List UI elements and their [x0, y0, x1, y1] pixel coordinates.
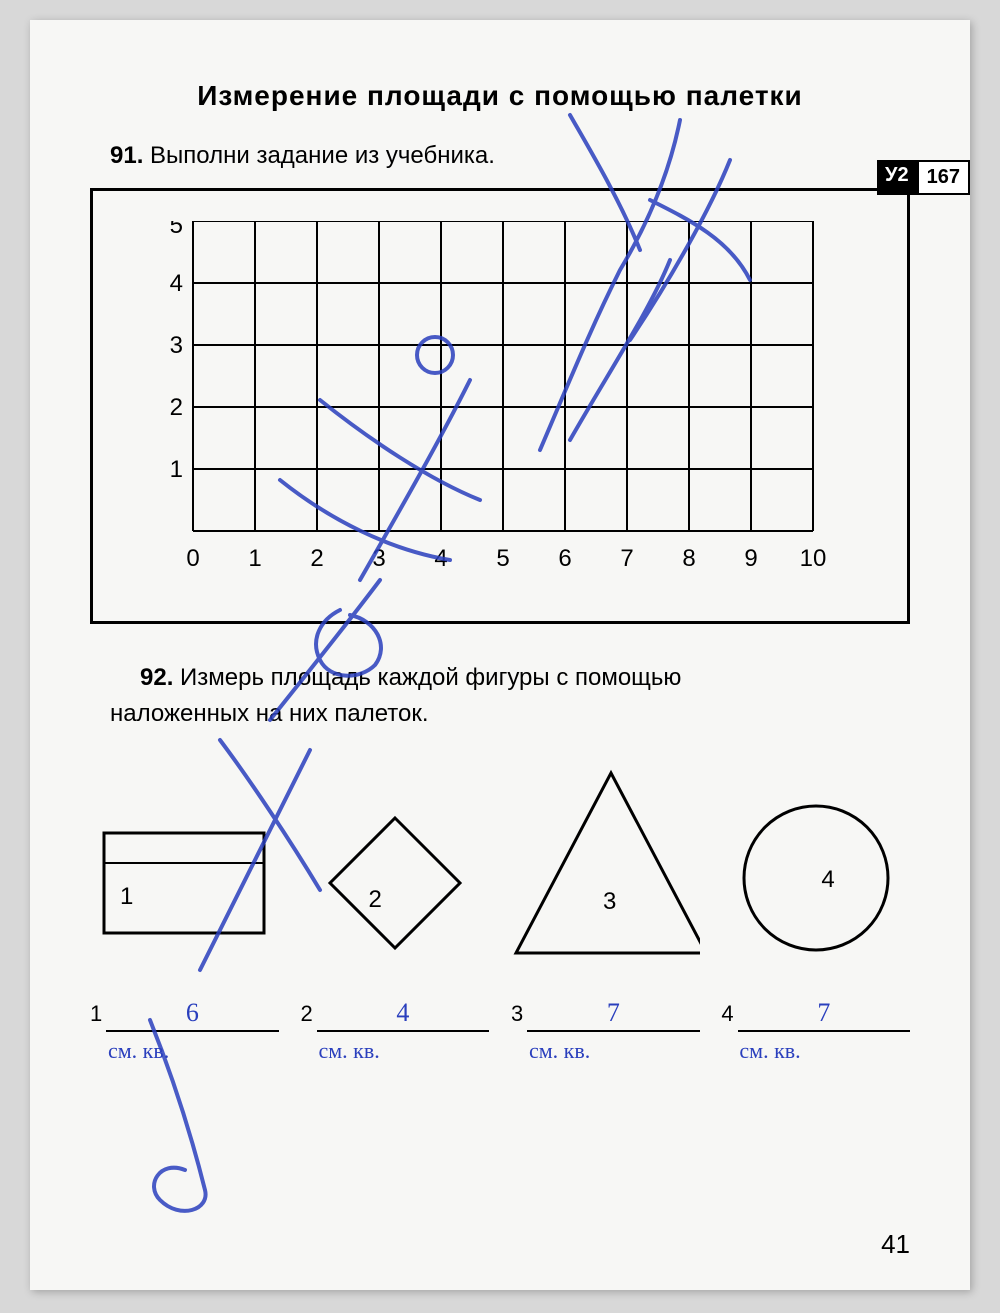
answer-1-value: 6 [106, 998, 278, 1032]
task-92: 92. Измерь площадь каждой фигуры с помощ… [110, 664, 890, 692]
answer-4-value: 7 [738, 998, 910, 1032]
x-label-9: 9 [744, 545, 757, 572]
unit-2: см. кв. [300, 1038, 489, 1064]
y-label-2: 2 [170, 394, 183, 421]
answer-4: 4 7 [721, 998, 910, 1032]
answer-3-value: 7 [527, 998, 699, 1032]
x-label-0: 0 [186, 545, 199, 572]
shapes-row: 1 2 3 4 [90, 758, 910, 958]
x-label-3: 3 [372, 545, 385, 572]
y-label-1: 1 [170, 456, 183, 483]
y-label-3: 3 [170, 332, 183, 359]
answer-2-num: 2 [300, 1001, 312, 1027]
task-91-num: 91. [110, 142, 143, 169]
answer-4-num: 4 [721, 1001, 733, 1027]
unit-3: см. кв. [511, 1038, 700, 1064]
page-number: 41 [881, 1229, 910, 1260]
x-label-1: 1 [248, 545, 261, 572]
answers-row: 1 6 2 4 3 7 4 7 [90, 998, 910, 1032]
shape-2-label: 2 [368, 886, 381, 914]
units-row: см. кв. см. кв. см. кв. см. кв. [90, 1038, 910, 1064]
shape-1-cell: 1 [90, 808, 279, 958]
shape-3-cell: 3 [511, 768, 700, 958]
x-label-4: 4 [434, 545, 447, 572]
task-91-text: Выполни задание из учебника. [150, 142, 495, 169]
answer-3: 3 7 [511, 998, 700, 1032]
task-92-text-1: Измерь площадь каждой фигуры с помощью [180, 664, 681, 691]
unit-1: см. кв. [90, 1038, 279, 1064]
coordinate-grid: 1 2 3 4 5 0 1 2 3 4 5 6 7 8 9 10 [143, 221, 863, 581]
x-label-6: 6 [558, 545, 571, 572]
badge-right: 167 [917, 160, 970, 195]
answer-1-num: 1 [90, 1001, 102, 1027]
shape-3-label: 3 [603, 888, 616, 916]
x-label-8: 8 [682, 545, 695, 572]
answer-3-num: 3 [511, 1001, 523, 1027]
task-92-line2: наложенных на них палеток. [110, 700, 890, 728]
unit-4: см. кв. [721, 1038, 910, 1064]
shape-circle [736, 798, 896, 958]
answer-2: 2 4 [300, 998, 489, 1032]
shape-4-cell: 4 [721, 798, 910, 958]
workbook-page: Измерение площади с помощью палетки У2 1… [30, 20, 970, 1290]
answer-1: 1 6 [90, 998, 279, 1032]
shape-1-label: 1 [120, 883, 133, 911]
shape-4-label: 4 [821, 866, 834, 894]
page-title: Измерение площади с помощью палетки [90, 80, 910, 112]
x-label-2: 2 [310, 545, 323, 572]
answer-2-value: 4 [317, 998, 489, 1032]
x-label-5: 5 [496, 545, 509, 572]
shape-triangle [511, 768, 700, 958]
task-92-num: 92. [140, 664, 173, 691]
x-label-10: 10 [800, 545, 827, 572]
y-label-4: 4 [170, 270, 183, 297]
shape-2-cell: 2 [300, 808, 489, 958]
task-91: 91. Выполни задание из учебника. [110, 142, 890, 170]
x-label-7: 7 [620, 545, 633, 572]
task-92-text-2: наложенных на них палеток. [110, 700, 429, 727]
grid-container: 1 2 3 4 5 0 1 2 3 4 5 6 7 8 9 10 [90, 188, 910, 624]
shape-diamond [320, 808, 470, 958]
y-label-5: 5 [170, 221, 183, 239]
